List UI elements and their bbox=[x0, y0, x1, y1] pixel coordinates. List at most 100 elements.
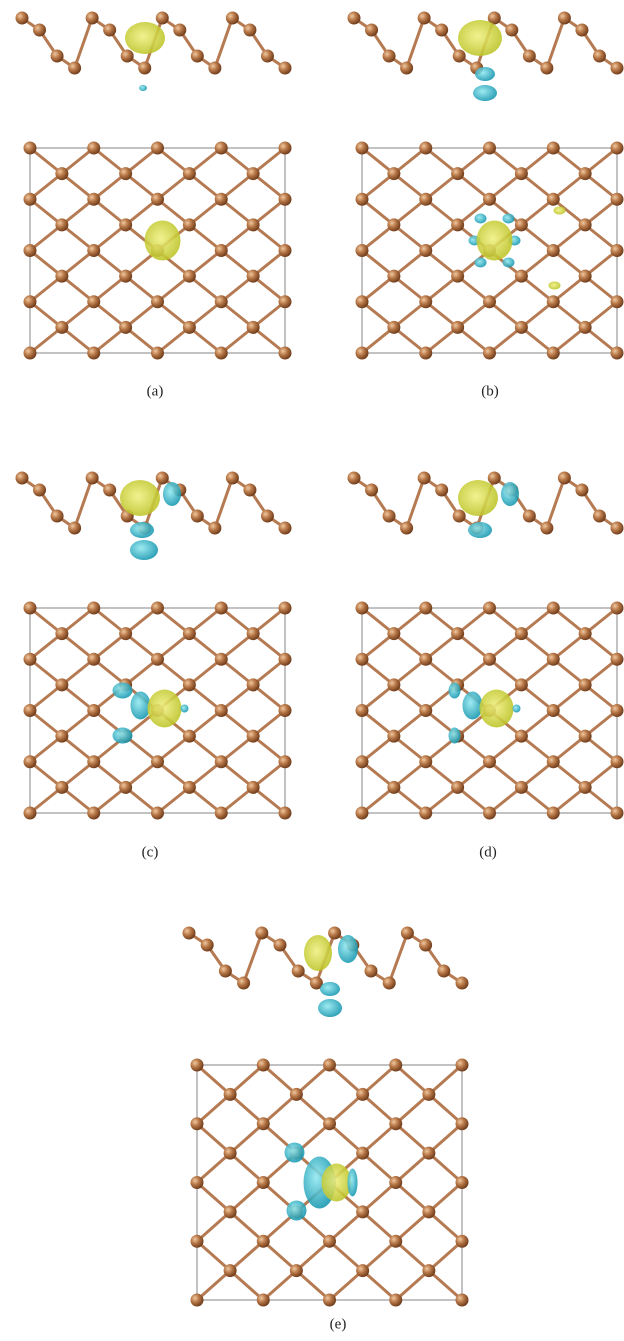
atom bbox=[592, 509, 606, 523]
bond bbox=[394, 1181, 430, 1213]
atom bbox=[55, 780, 69, 794]
bond bbox=[488, 146, 523, 175]
bond bbox=[295, 1063, 331, 1096]
atom bbox=[389, 1058, 403, 1072]
atom bbox=[483, 755, 496, 769]
charge-depletion bbox=[475, 67, 495, 81]
atom bbox=[256, 1176, 270, 1189]
bond bbox=[456, 760, 491, 789]
bond bbox=[456, 326, 491, 355]
atom bbox=[435, 23, 449, 37]
bond bbox=[387, 932, 409, 984]
atom bbox=[546, 806, 560, 820]
atom bbox=[256, 1058, 270, 1072]
bond bbox=[361, 1063, 397, 1096]
atom bbox=[278, 601, 292, 615]
atom bbox=[214, 141, 228, 155]
bond bbox=[252, 249, 286, 278]
bond bbox=[456, 172, 491, 201]
atom bbox=[182, 320, 196, 334]
atom bbox=[151, 295, 164, 309]
atom bbox=[218, 964, 232, 978]
charge-accumulation bbox=[147, 689, 182, 728]
charge-depletion bbox=[474, 213, 487, 224]
bond bbox=[361, 249, 395, 278]
bond bbox=[328, 1240, 364, 1272]
bond bbox=[584, 786, 618, 815]
bond bbox=[520, 734, 555, 763]
charge-depletion bbox=[448, 727, 461, 744]
bond bbox=[552, 300, 587, 329]
atom bbox=[387, 218, 401, 232]
bond bbox=[92, 786, 127, 815]
bond bbox=[584, 198, 618, 227]
bond bbox=[124, 632, 159, 661]
bond bbox=[29, 274, 63, 303]
atom bbox=[214, 704, 228, 717]
atom bbox=[182, 678, 196, 692]
bond bbox=[361, 172, 395, 201]
atom bbox=[182, 926, 196, 940]
charge-depletion bbox=[139, 85, 147, 91]
atom bbox=[23, 141, 37, 155]
atom bbox=[578, 218, 592, 232]
bond bbox=[252, 274, 286, 303]
atom bbox=[23, 601, 37, 615]
atom bbox=[546, 755, 560, 769]
atom bbox=[173, 23, 187, 37]
atom bbox=[55, 627, 69, 641]
bond bbox=[456, 734, 491, 763]
charge-depletion bbox=[462, 691, 483, 720]
charge-accumulation bbox=[548, 281, 561, 290]
atom bbox=[190, 1176, 204, 1189]
bond bbox=[427, 1210, 463, 1243]
bond bbox=[213, 477, 234, 529]
bond bbox=[584, 326, 618, 355]
atom bbox=[514, 218, 528, 232]
atom bbox=[87, 295, 101, 309]
bond bbox=[29, 683, 63, 712]
bond bbox=[456, 198, 491, 227]
atom bbox=[347, 471, 361, 485]
bond bbox=[520, 632, 555, 661]
atom bbox=[138, 61, 152, 75]
atom bbox=[223, 1205, 237, 1219]
atom bbox=[151, 141, 164, 155]
charge-depletion bbox=[512, 704, 521, 713]
bond bbox=[60, 198, 95, 227]
atom bbox=[347, 11, 361, 25]
bond bbox=[552, 172, 587, 201]
atom bbox=[419, 295, 433, 309]
atom bbox=[151, 601, 164, 615]
atom bbox=[610, 755, 624, 769]
atom bbox=[483, 652, 496, 666]
atom bbox=[610, 346, 624, 360]
bond bbox=[196, 1152, 232, 1184]
atom bbox=[155, 471, 169, 485]
charge-depletion bbox=[130, 691, 151, 720]
atom bbox=[575, 23, 589, 37]
atom bbox=[389, 1293, 403, 1307]
charge-accumulation bbox=[144, 220, 181, 261]
atom bbox=[452, 509, 466, 523]
bond bbox=[584, 709, 618, 738]
bond bbox=[295, 1240, 331, 1272]
atom bbox=[400, 926, 414, 940]
atom bbox=[514, 780, 528, 794]
bond bbox=[394, 1063, 430, 1096]
atom bbox=[55, 269, 69, 283]
atom bbox=[557, 11, 571, 25]
atom bbox=[387, 627, 401, 641]
bond bbox=[252, 326, 286, 355]
atom bbox=[355, 601, 369, 615]
bond bbox=[424, 632, 459, 661]
bond bbox=[188, 326, 223, 355]
bond bbox=[584, 146, 618, 175]
atom bbox=[592, 49, 606, 63]
atom bbox=[364, 964, 378, 978]
bond bbox=[392, 326, 427, 355]
bond bbox=[188, 658, 223, 687]
bond bbox=[60, 632, 95, 661]
atom bbox=[182, 218, 196, 232]
bond bbox=[60, 760, 95, 789]
